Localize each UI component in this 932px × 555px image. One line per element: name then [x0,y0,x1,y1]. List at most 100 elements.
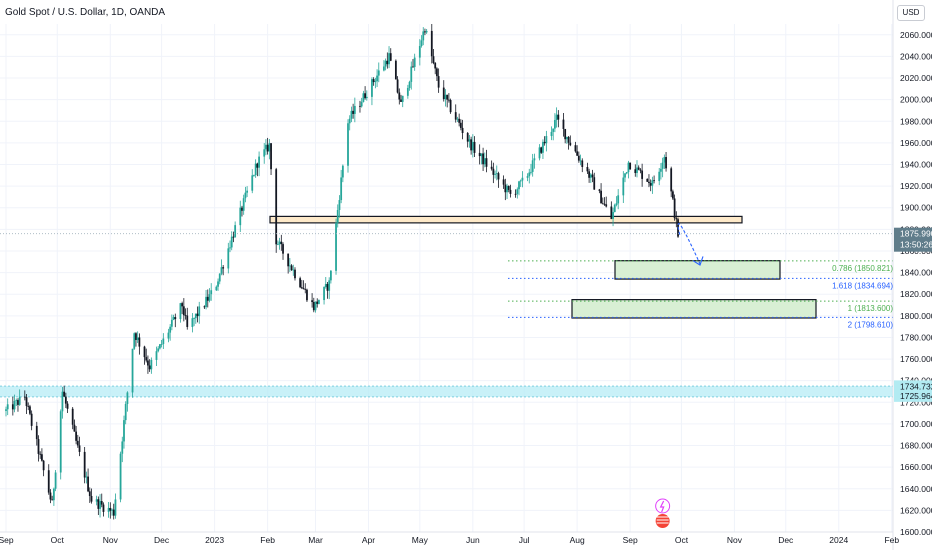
candle-body [99,501,101,509]
candle-body [648,181,650,184]
candle [29,404,31,416]
candle-body [124,404,127,421]
candle [658,167,661,186]
candle [42,459,45,477]
time-tick-label: Nov [727,535,743,545]
candle-body [589,174,592,178]
candle [471,134,474,158]
candle-body [352,110,355,114]
candle [119,451,122,503]
candle [509,184,512,198]
candle-body [425,30,428,33]
candle-body [131,348,134,393]
candle [350,106,353,123]
candle-body [162,338,165,344]
price-tick-label: 1720.000 [900,397,932,407]
candle-body [531,160,534,172]
candle-body [371,79,373,97]
candle-body [675,218,678,220]
candle [388,46,390,69]
candle [406,84,409,99]
candle-body [227,248,230,269]
candle [531,153,534,177]
candle [564,128,567,144]
candle-body [459,122,462,128]
candle-body [181,303,184,307]
candle [97,496,100,515]
candle [461,119,464,140]
candle [90,488,93,504]
candle-body [300,287,303,289]
candle-body [420,40,423,47]
price-tick-label: 1680.000 [900,441,932,451]
candle [567,135,570,150]
time-tick-label: Mar [308,535,323,545]
candle [85,471,88,484]
candle [586,162,589,175]
candle [577,151,580,163]
candle [232,231,235,243]
candle [398,88,401,105]
candle-body [377,70,380,76]
candle-body [27,406,30,407]
candle [598,188,601,194]
price-tick-label: 2040.000 [900,51,932,61]
candle-body [275,169,278,245]
candle-body [565,136,568,140]
candle-body [90,495,93,502]
candle-body [145,357,148,361]
candle [27,402,30,411]
candle [569,135,572,147]
candle [554,113,556,133]
candle-body [360,101,363,107]
candle [316,298,319,308]
candle-body [191,318,194,327]
countdown-label: 13:50:26 [900,240,932,250]
candle-body [502,179,505,185]
candle-body [330,270,332,281]
candle-body [251,175,254,191]
candle [131,348,134,398]
candle-body [406,87,409,96]
candle [215,285,218,291]
candle [482,147,484,172]
candle-body [617,195,620,204]
candle-body [288,265,291,267]
candle-body [41,454,43,461]
candle-body [389,53,392,61]
candle [25,394,28,414]
candle [526,173,529,182]
candle-body [526,176,529,178]
candle-body [302,288,305,290]
candle [400,94,402,102]
candle-body [30,413,33,426]
candle [359,100,361,113]
candle [318,299,320,305]
candle [649,179,652,192]
us-flag-event-icon [655,514,670,528]
candle-body [306,289,308,301]
candle-body [97,499,100,509]
candle-body [76,440,79,446]
candle [288,258,291,272]
candle [637,165,640,171]
candle-body [388,53,390,65]
candle-body [600,190,602,204]
candle [624,173,626,183]
candle [109,502,112,519]
candle-body [554,120,556,129]
candle [63,385,66,397]
candle-body [114,499,117,516]
candle-body [412,66,414,68]
price-tick-label: 2020.000 [900,73,932,83]
currency-button[interactable]: USD [897,5,925,21]
candle-body [430,30,433,57]
candle [78,436,81,457]
candle [413,53,416,71]
candle [186,307,189,330]
candle [470,136,473,155]
candle [302,280,305,290]
candle [456,116,459,122]
